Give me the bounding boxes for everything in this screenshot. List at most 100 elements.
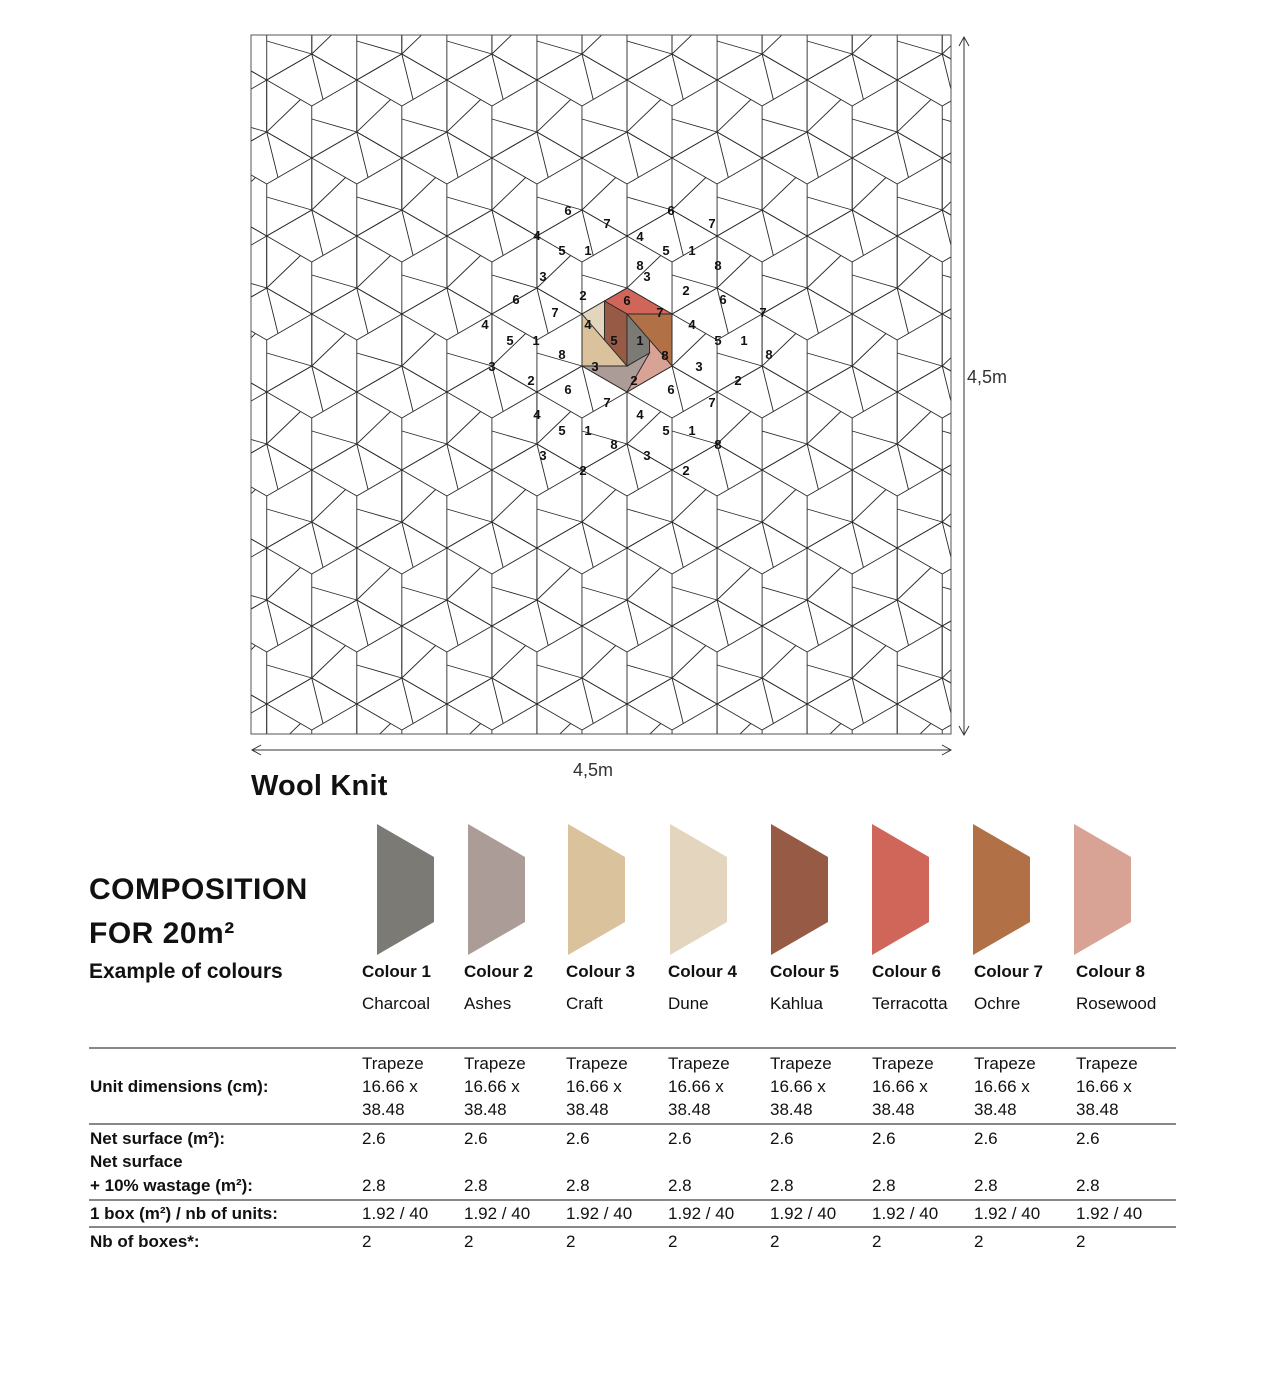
tile-joint-line [267,2,312,28]
tile-joint-line [671,677,684,724]
tile-joint-line [266,352,312,367]
tile-joint-line [311,333,346,367]
height-label: 4,5m [967,367,1008,387]
hex-tile-outline [941,620,951,684]
tile-joint-line [401,118,447,133]
tile-joint-line [671,118,718,133]
net-surface-wastage-cell-7: 2.8 [974,1176,998,1195]
tile-joint-line [177,568,211,601]
tile-joint-line [896,287,909,334]
nb-boxes-cell-1: 2 [362,1232,372,1251]
tile-joint-line [671,521,684,568]
tile-joint-line [446,599,459,646]
tile-joint-line [491,489,526,523]
box-units-cell-6: 1.92 / 40 [872,1204,939,1223]
net-surface-cell-7: 2.6 [974,1129,998,1148]
tile-joint-line [401,177,436,211]
net-surface-cell-4: 2.6 [668,1129,692,1148]
tile-colour-number: 6 [623,293,630,308]
tile-joint-line [626,235,673,263]
tile-joint-line [356,255,391,289]
tile-joint-line [311,586,357,601]
tile-joint-line [851,645,887,679]
tile-joint-line [941,512,951,523]
tile-joint-line [559,723,572,734]
colour-swatch-6 [872,824,929,955]
box-units-cell-7: 1.92 / 40 [974,1204,1041,1223]
tile-joint-line [852,118,898,133]
tile-joint-line [761,489,797,523]
tile-colour-number: 2 [682,283,689,298]
tile-joint-line [581,53,594,100]
tile-joint-line [356,443,369,490]
tile-joint-line [356,599,369,646]
tile-joint-line [761,157,808,185]
tile-joint-line [251,645,256,651]
colour-name-1: Charcoal [362,994,431,1013]
tile-colour-number: 7 [603,395,610,410]
tile-joint-line [851,209,864,256]
tile-joint-line [222,2,267,28]
tile-joint-line [671,586,718,601]
tile-joint-line [941,677,951,716]
tile-joint-line [356,99,391,133]
tile-joint-line [896,313,943,341]
tile-joint-line [266,235,312,263]
tile-joint-line [806,287,819,334]
tile-joint-line [536,255,572,289]
tile-joint-line [311,391,358,419]
tile-joint-line [491,430,538,445]
tile-joint-line [987,0,998,22]
tile-joint-line [356,235,403,263]
tile-joint-line [401,79,448,107]
tile-joint-line [446,79,493,107]
tile-joint-line [356,567,391,601]
tile-joint-line [806,703,853,731]
nb-boxes-cell-6: 2 [872,1232,882,1251]
tile-colour-number: 8 [714,437,721,452]
tile-joint-line [897,0,908,22]
unit-dimensions-cell-8: Trapeze 16.66 x 38.48 [1076,1054,1138,1119]
tile-joint-line [987,665,1032,678]
tile-joint-line [941,53,951,92]
tile-joint-line [251,547,267,558]
tile-joint-line [311,677,324,724]
tile-colour-number: 7 [759,305,766,320]
tile-joint-line [357,0,368,22]
tile-joint-line [896,547,943,575]
colour-number-3: Colour 3 [566,962,635,981]
tile-joint-line [807,40,853,55]
tile-joint-line [806,567,842,601]
tile-joint-line [896,131,909,178]
swatch-trapeze-1 [377,824,434,955]
tile-joint-line [806,235,853,263]
tile-joint-line [761,79,808,107]
tile-joint-line [581,547,628,575]
tile-joint-line [446,157,493,185]
tile-joint-line [491,703,538,731]
tile-joint-line [537,2,582,28]
tile-joint-line [941,356,951,367]
tile-joint-line [401,521,414,568]
tile-joint-line [401,625,448,653]
tile-joint-line [311,703,358,731]
tile-joint-line [761,365,774,412]
tile-joint-line [266,599,279,646]
tile-joint-line [251,330,267,341]
tile-joint-line [266,131,279,178]
tile-colour-number: 2 [579,463,586,478]
colour-swatch-2 [468,824,525,955]
tile-joint-line [356,625,403,653]
tile-joint-line [626,391,673,419]
tile-joint-line [716,411,752,445]
tile-joint-line [536,411,572,445]
tile-colour-number: 4 [481,317,489,332]
tile-colour-number: 3 [488,359,495,374]
tile-joint-line [851,469,898,497]
tile-joint-line [536,157,583,185]
tile-joint-line [491,209,504,256]
net-surface-wastage-cell-6: 2.8 [872,1176,896,1195]
box-units-cell-4: 1.92 / 40 [668,1204,735,1223]
tile-joint-line [987,314,1032,340]
tile-joint-line [851,313,898,341]
